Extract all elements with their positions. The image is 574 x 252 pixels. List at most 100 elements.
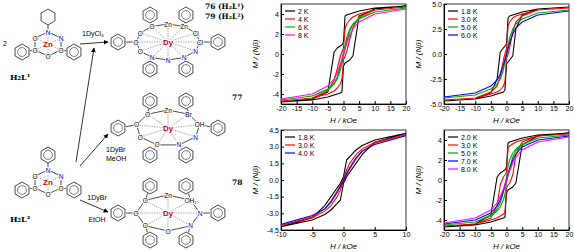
x-tick: 15: [550, 101, 558, 112]
reagent-label: 1DyCl₃: [82, 30, 104, 38]
product-label: 77: [232, 93, 242, 102]
tick-mark: [569, 227, 570, 230]
y-tick: -3.0: [267, 210, 284, 217]
ring: [111, 120, 125, 136]
legend-label: 2 K: [298, 8, 309, 15]
x-tick: -15: [455, 227, 465, 238]
atom-label: O: [58, 185, 63, 192]
product: DyZnBrOHNNOOOO77: [111, 93, 242, 163]
ring-aromatic: [146, 65, 155, 74]
atom-label: Dy: [163, 209, 174, 218]
chart-panel: -20-15-10-505101520-4-2024H / kOeM / (Nβ…: [414, 130, 573, 251]
plot-marks: [444, 133, 569, 227]
x-tick: -10: [308, 101, 318, 112]
atom-label: Dy: [163, 38, 174, 47]
tick-label: -10: [471, 105, 481, 112]
legend: 2 K4 K6 K8 K: [285, 8, 309, 39]
legend-label: 3.0 K: [298, 142, 315, 149]
y-tick: -4.5: [267, 227, 284, 234]
tick-mark: [281, 74, 284, 75]
tick-mark: [491, 101, 492, 104]
x-tick: 10: [534, 227, 542, 238]
ring: [15, 182, 29, 198]
tick-mark: [538, 101, 539, 104]
ring-aromatic: [114, 38, 123, 47]
atom-label: O: [165, 228, 170, 235]
x-tick: 10: [403, 227, 411, 238]
plot-frame: [281, 130, 406, 230]
tick-label: 2.5: [432, 26, 442, 33]
series-line: [281, 133, 406, 226]
atom-label: Zn: [164, 107, 172, 114]
tick-mark: [522, 101, 523, 104]
legend-swatch: [285, 10, 295, 11]
x-tick: 0: [342, 227, 346, 238]
solvent-label: EtOH: [88, 216, 105, 223]
y-tick: -2.5: [430, 76, 447, 83]
ligand-label: H₂L²: [10, 214, 31, 224]
product: DyZnOH₂NNOOOO78: [111, 178, 242, 248]
tick-mark: [444, 200, 447, 201]
ring: [179, 178, 193, 194]
y-axis-title: M / (Nβ): [414, 39, 423, 68]
tick-mark: [281, 54, 284, 55]
tick-label: 10: [534, 105, 542, 112]
atom-label: N: [177, 141, 182, 148]
tick-mark: [281, 163, 284, 164]
tick-label: -2: [273, 71, 279, 78]
legend-swatch: [448, 26, 458, 27]
tick-mark: [553, 101, 554, 104]
ring-aromatic: [44, 151, 53, 160]
y-axis: -4-2024: [436, 131, 447, 231]
product-label: 79 (H₂L²): [205, 12, 244, 21]
x-axis-title: H / kOe: [330, 242, 358, 251]
ring-aromatic: [18, 48, 27, 57]
y-tick: -5.0: [430, 101, 447, 108]
ring: [179, 232, 193, 248]
atom-label: N: [59, 35, 64, 42]
legend-label: 7.0 K: [461, 158, 478, 165]
tick-label: -15: [292, 105, 302, 112]
y-tick: 3.0: [269, 143, 284, 150]
ring-aromatic: [182, 236, 191, 245]
series-line: [444, 8, 569, 100]
legend-swatch: [448, 160, 458, 161]
y-tick: 5.0: [432, 1, 447, 8]
legend-swatch: [448, 10, 458, 11]
series-line: [444, 10, 569, 98]
tick-mark: [460, 101, 461, 104]
y-tick: -2: [273, 71, 284, 78]
tick-label: 4: [275, 11, 279, 18]
atom-label: Zn: [164, 192, 172, 199]
legend-swatch: [285, 18, 295, 19]
tick-label: 0: [438, 177, 442, 184]
ring-aromatic: [146, 236, 155, 245]
atom-label: OH₂: [184, 197, 197, 204]
atom-label: O: [32, 173, 37, 180]
tick-label: 2: [275, 31, 279, 38]
legend-label: 5.0 K: [461, 150, 478, 157]
legend-swatch: [448, 34, 458, 35]
tick-label: -10: [308, 105, 318, 112]
tick-mark: [281, 130, 284, 131]
series-line: [281, 136, 406, 225]
legend: 2.0 K3.0 K5.0 K7.0 K8.0 K: [448, 134, 478, 173]
tick-mark: [281, 180, 284, 181]
tick-label: 2: [438, 157, 442, 164]
atom-label: N: [150, 54, 155, 61]
legend-swatch: [285, 144, 295, 145]
x-axis: -20-15-10-505101520: [276, 101, 410, 112]
tick-mark: [475, 227, 476, 230]
figure: ZnNNOOOOH₂L¹2ZnNNOOOOH₂L²DyZnZnClClNNNNO…: [0, 0, 574, 252]
x-tick: -10: [471, 227, 481, 238]
x-tick: -5: [325, 101, 331, 112]
legend-swatch: [448, 152, 458, 153]
tick-label: -5.0: [430, 101, 442, 108]
y-axis-title: M / (Nβ): [414, 165, 423, 194]
ring-aromatic: [214, 38, 223, 47]
x-tick: 10: [371, 101, 379, 112]
atom-label: O: [58, 47, 63, 54]
tick-mark: [281, 147, 284, 148]
tick-label: -10: [471, 231, 481, 238]
atom-label: Zn: [180, 23, 188, 30]
